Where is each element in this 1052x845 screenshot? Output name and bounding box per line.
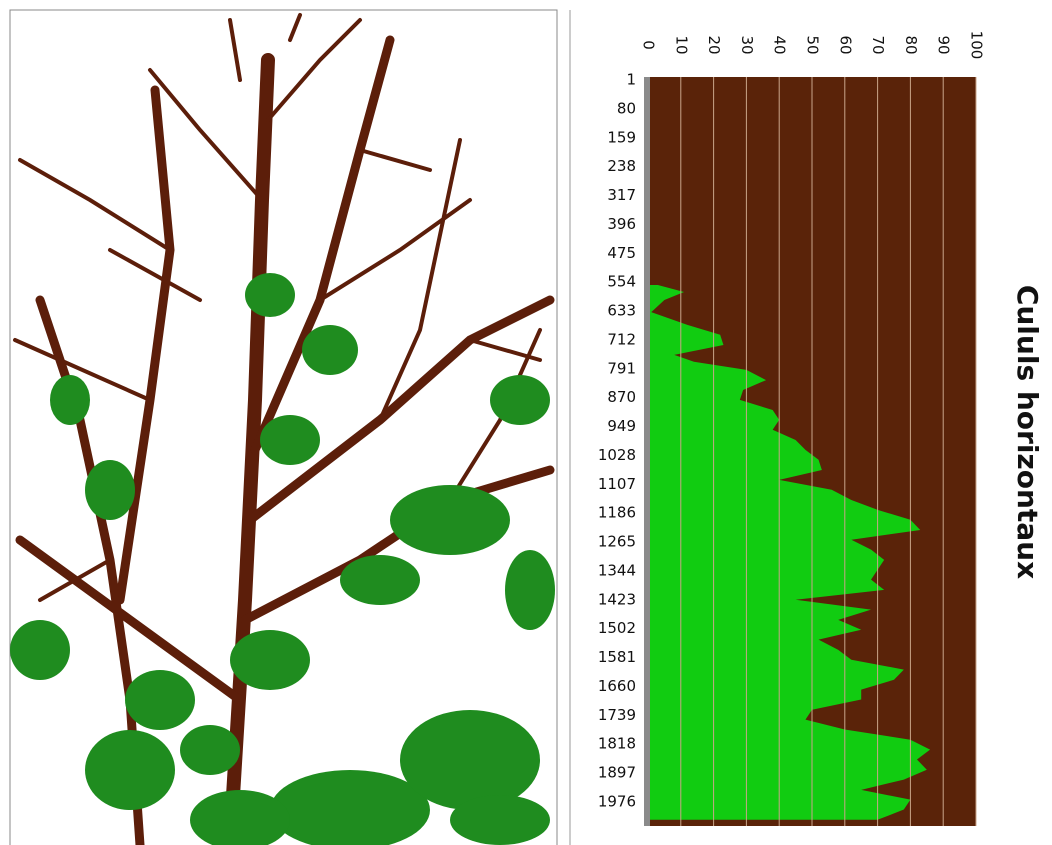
- row-tick-label: 1: [626, 71, 636, 89]
- value-tick-label: 20: [705, 35, 723, 54]
- row-tick-label: 159: [607, 128, 636, 146]
- screen: Cululs horizontaux 0 10 20 30 40 50 60 70 80 90 10…: [0, 0, 1052, 845]
- row-tick-label: 1344: [598, 561, 636, 579]
- row-tick-label: 949: [607, 417, 636, 435]
- segmented-tree-image: [10, 10, 557, 845]
- row-tick-label: 554: [607, 273, 636, 291]
- row-tick-label: 1660: [598, 677, 636, 695]
- row-tick-label: 1186: [598, 504, 636, 522]
- value-tick-label: 60: [836, 35, 854, 54]
- row-tick-label: 1897: [598, 764, 636, 782]
- zero-strip: [644, 77, 650, 826]
- row-tick-label: 238: [607, 157, 636, 175]
- row-tick-label: 1976: [598, 792, 636, 810]
- value-tick-label: 10: [672, 35, 690, 54]
- value-tick-label: 50: [804, 35, 822, 54]
- row-tick-label: 633: [607, 302, 636, 320]
- row-tick-label: 1502: [598, 619, 636, 637]
- row-tick-label: 1423: [598, 590, 636, 608]
- value-tick-label: 0: [640, 40, 658, 50]
- value-tick-label: 100: [968, 31, 986, 60]
- row-tick-label: 1739: [598, 706, 636, 724]
- row-tick-label: 80: [617, 99, 636, 117]
- row-tick-label: 712: [607, 330, 636, 348]
- row-tick-label: 1581: [598, 648, 636, 666]
- row-tick-label: 1028: [598, 446, 636, 464]
- chart-title: Cululs horizontaux: [1011, 285, 1044, 579]
- row-tick-label: 870: [607, 388, 636, 406]
- value-tick-label: 80: [902, 35, 920, 54]
- row-tick-label: 396: [607, 215, 636, 233]
- row-tick-label: 1265: [598, 533, 636, 551]
- row-tick-label: 317: [607, 186, 636, 204]
- row-tick-label: 1107: [598, 475, 636, 493]
- value-tick-label: 70: [869, 35, 887, 54]
- row-tick-label: 475: [607, 244, 636, 262]
- value-tick-label: 30: [738, 35, 756, 54]
- page: {"chart_data": {"type": "area", "orienta…: [0, 0, 1052, 845]
- value-tick-label: 40: [771, 35, 789, 54]
- row-tick-label: 1818: [598, 735, 636, 753]
- chart: Cululs horizontaux 0 10 20 30 40 50 60 70 80 90 10…: [598, 31, 1044, 826]
- value-tick-label: 90: [935, 35, 953, 54]
- row-tick-label: 791: [607, 359, 636, 377]
